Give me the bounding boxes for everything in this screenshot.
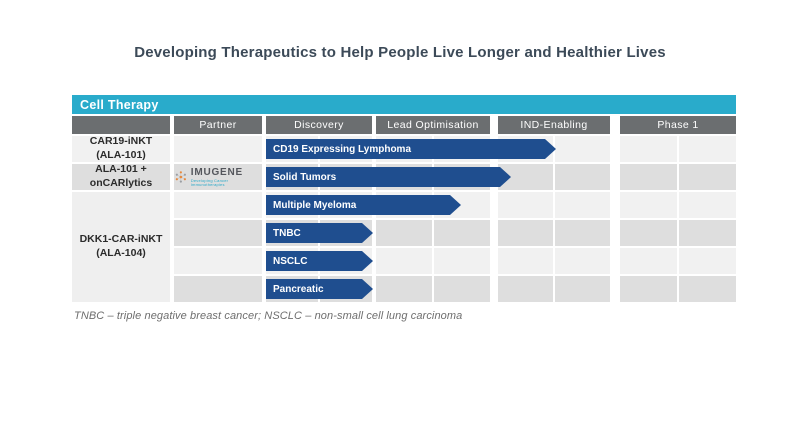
partner-cell: [174, 164, 262, 190]
program-name: DKK1-CAR-iNKT: [79, 233, 163, 246]
stage-cell: [620, 164, 736, 190]
arrow-label: CD19 Expressing Lymphoma: [273, 143, 412, 155]
partner-cell: [174, 220, 262, 246]
stage-cell: [620, 248, 736, 274]
pipeline-arrow: TNBC: [266, 223, 373, 243]
stage-cell: [376, 220, 490, 246]
arrow-label: NSCLC: [273, 255, 308, 267]
column-header-discovery: Discovery: [266, 116, 372, 134]
page-title: Developing Therapeutics to Help People L…: [134, 44, 666, 61]
column-header-lead-optimisation: Lead Optimisation: [376, 116, 490, 134]
program-label-ala101-oncarlytics: ALA-101 + onCARlytics: [72, 163, 170, 190]
pipeline-body: CAR19-iNKT (ALA-101) ALA-101 + onCARlyti…: [72, 135, 736, 302]
partner-imugene: IMUGENE Developing Cancer Immunotherapie…: [174, 164, 262, 190]
imugene-logo-name: IMUGENE: [190, 166, 244, 178]
column-header-programs: [72, 116, 170, 134]
pipeline-arrow: Pancreatic: [266, 279, 373, 299]
program-name: CAR19-iNKT: [89, 135, 153, 148]
partner-cell: [174, 276, 262, 302]
stage-cell: [498, 276, 610, 302]
footnote: TNBC – triple negative breast cancer; NS…: [74, 310, 463, 322]
column-header-ind-enabling: IND-Enabling: [498, 116, 610, 134]
partner-cell: [174, 136, 262, 162]
stage-cell: [620, 276, 736, 302]
program-name: onCARlytics: [89, 177, 153, 189]
program-code: (ALA-104): [96, 247, 146, 259]
pipeline-arrow: Solid Tumors: [266, 167, 511, 187]
pipeline-table: Cell Therapy Partner Discovery Lead Opti…: [72, 95, 736, 302]
program-code: (ALA-101): [96, 149, 146, 161]
stage-cell: [376, 276, 490, 302]
arrow-label: TNBC: [273, 227, 301, 239]
pipeline-column-headers: Partner Discovery Lead Optimisation IND-…: [72, 116, 736, 134]
stage-cell: [498, 192, 610, 218]
imugene-logo-icon: [175, 171, 186, 183]
stage-cell: [620, 192, 736, 218]
program-name: ALA-101 +: [95, 163, 147, 176]
arrow-label: Solid Tumors: [273, 171, 337, 183]
stage-cell: [620, 220, 736, 246]
stage-cell: [620, 136, 736, 162]
stage-cell: [498, 248, 610, 274]
partner-cell: [174, 192, 262, 218]
column-header-partner: Partner: [174, 116, 262, 134]
section-header-label: Cell Therapy: [80, 97, 159, 112]
arrow-label: Multiple Myeloma: [273, 199, 357, 211]
column-header-phase-1: Phase 1: [620, 116, 736, 134]
imugene-logo-tagline: Developing Cancer Immunotherapies: [190, 177, 229, 187]
program-label-car19-inkt: CAR19-iNKT (ALA-101): [72, 135, 170, 162]
pipeline-arrow: CD19 Expressing Lymphoma: [266, 139, 556, 159]
stage-cell: [498, 220, 610, 246]
pipeline-arrow: NSCLC: [266, 251, 373, 271]
program-label-dkk1-car-inkt: DKK1-CAR-iNKT (ALA-104): [72, 192, 170, 302]
section-header-bar: Cell Therapy: [72, 95, 736, 114]
stage-cell: [376, 248, 490, 274]
stage-cell: [498, 164, 610, 190]
arrow-label: Pancreatic: [273, 283, 324, 295]
pipeline-arrow: Multiple Myeloma: [266, 195, 461, 215]
partner-cell: [174, 248, 262, 274]
